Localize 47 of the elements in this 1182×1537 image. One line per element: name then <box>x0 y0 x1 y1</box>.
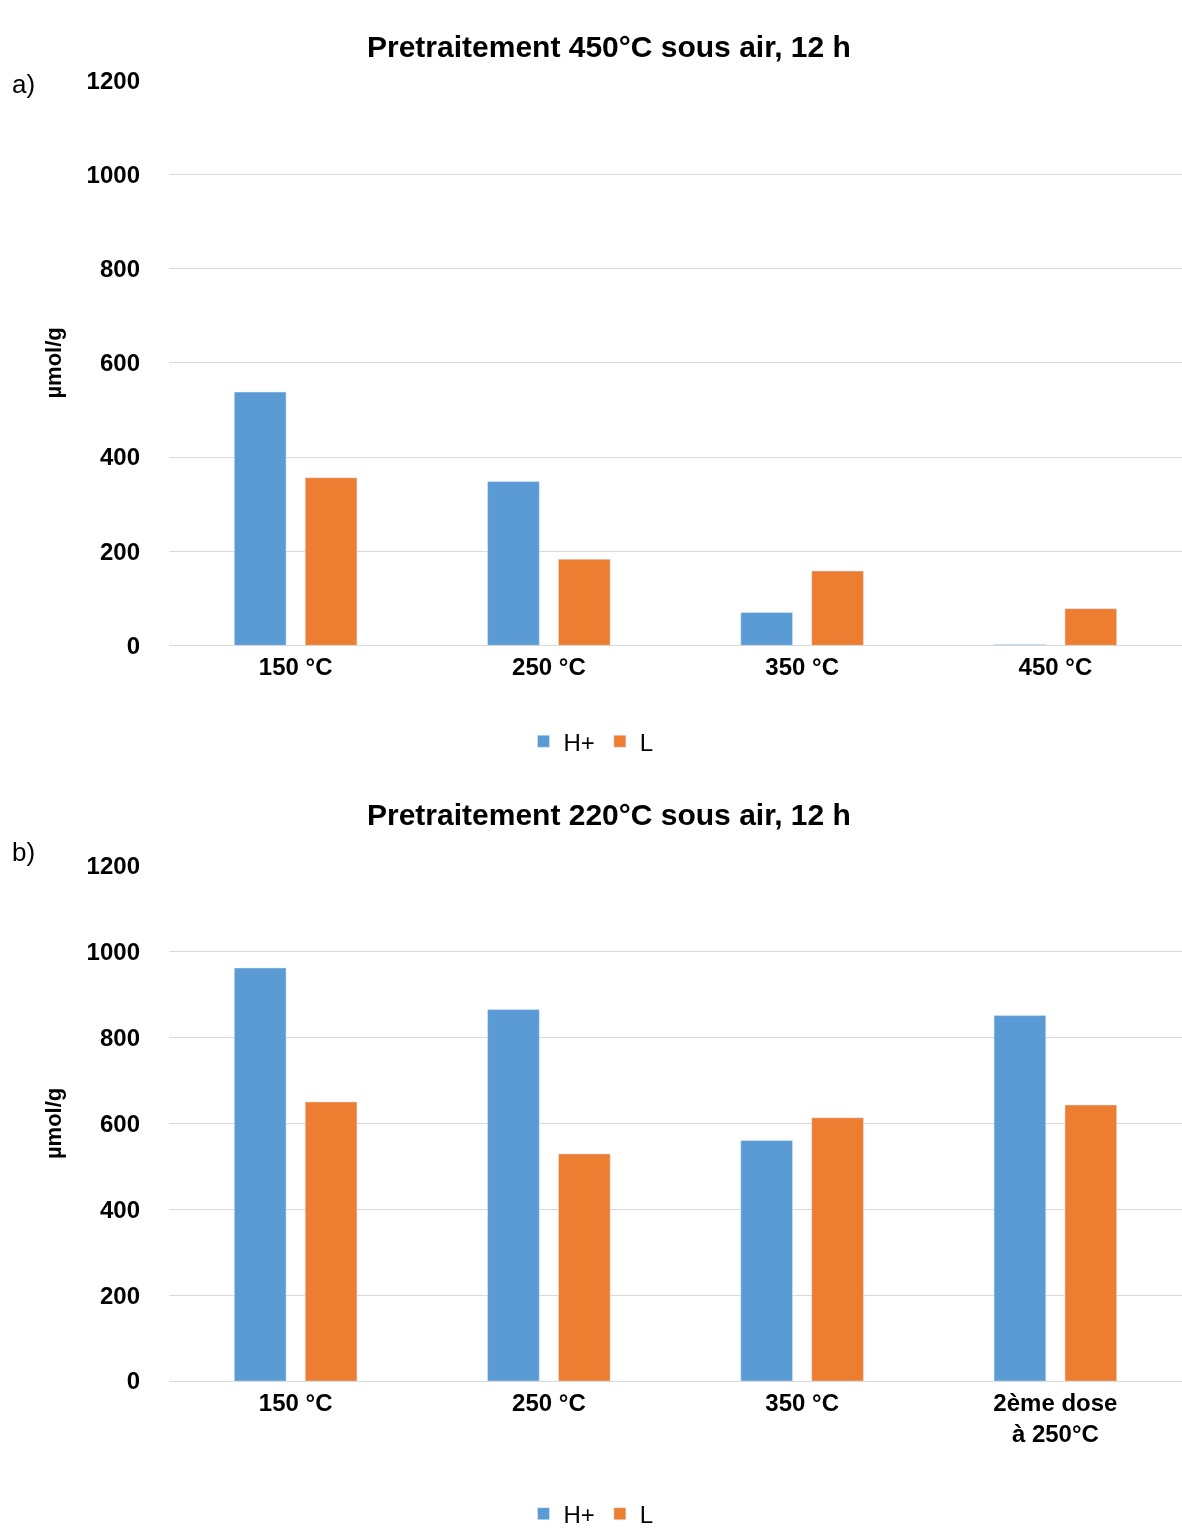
bar <box>304 1101 358 1382</box>
bar <box>811 570 864 646</box>
y-tick-label: 200 <box>99 537 140 565</box>
y-tick-label: 0 <box>126 1367 140 1395</box>
x-tick-label: 150 °C <box>258 653 333 681</box>
bar <box>487 481 540 646</box>
x-tick-label: 450 °C <box>1018 653 1093 681</box>
y-tick-label: 1000 <box>86 938 140 966</box>
bar <box>811 1117 864 1382</box>
x-tick-label: 250 °C <box>512 1388 586 1416</box>
y-tick-label: 1200 <box>86 66 140 94</box>
x-tick-label: 150 °C <box>258 1388 333 1416</box>
y-tick-label: 600 <box>99 349 140 377</box>
legend-label: H+ <box>563 1501 595 1529</box>
y-tick-label: 200 <box>99 1281 140 1309</box>
bar <box>740 612 793 646</box>
bar <box>558 558 611 646</box>
x-tick-label: 2ème dose à 250°C <box>993 1388 1118 1448</box>
bar <box>993 1015 1047 1382</box>
y-tick-label: 800 <box>99 1023 140 1051</box>
x-tick-label: 250 °C <box>512 653 586 681</box>
bar <box>740 1140 793 1382</box>
legend-label: L <box>639 1501 654 1529</box>
x-tick-label: 350 °C <box>765 1388 839 1416</box>
bar <box>1064 608 1117 646</box>
chart-title: Pretraitement 450°C sous air, 12 h <box>367 30 851 63</box>
y-axis-title: µmol/g <box>41 327 67 399</box>
y-tick-label: 400 <box>99 443 140 471</box>
legend-label: H+ <box>563 728 595 756</box>
text: a) <box>12 69 36 99</box>
bar <box>558 1153 611 1382</box>
y-tick-label: 1200 <box>86 852 140 880</box>
bar <box>304 477 358 646</box>
bar <box>1064 1104 1117 1382</box>
y-tick-label: 1000 <box>86 160 140 188</box>
y-tick-label: 400 <box>99 1195 140 1223</box>
y-tick-label: 600 <box>99 1109 140 1137</box>
bar <box>234 967 287 1382</box>
x-tick-label: 350 °C <box>765 653 839 681</box>
bar <box>487 1009 540 1382</box>
text: b) <box>12 837 36 867</box>
y-tick-label: 800 <box>99 255 140 283</box>
legend-label: L <box>639 728 654 756</box>
bar <box>234 391 287 646</box>
y-axis-title: µmol/g <box>41 1087 67 1160</box>
chart-title: Pretraitement 220°C sous air, 12 h <box>367 798 851 831</box>
y-tick-label: 0 <box>126 631 140 659</box>
